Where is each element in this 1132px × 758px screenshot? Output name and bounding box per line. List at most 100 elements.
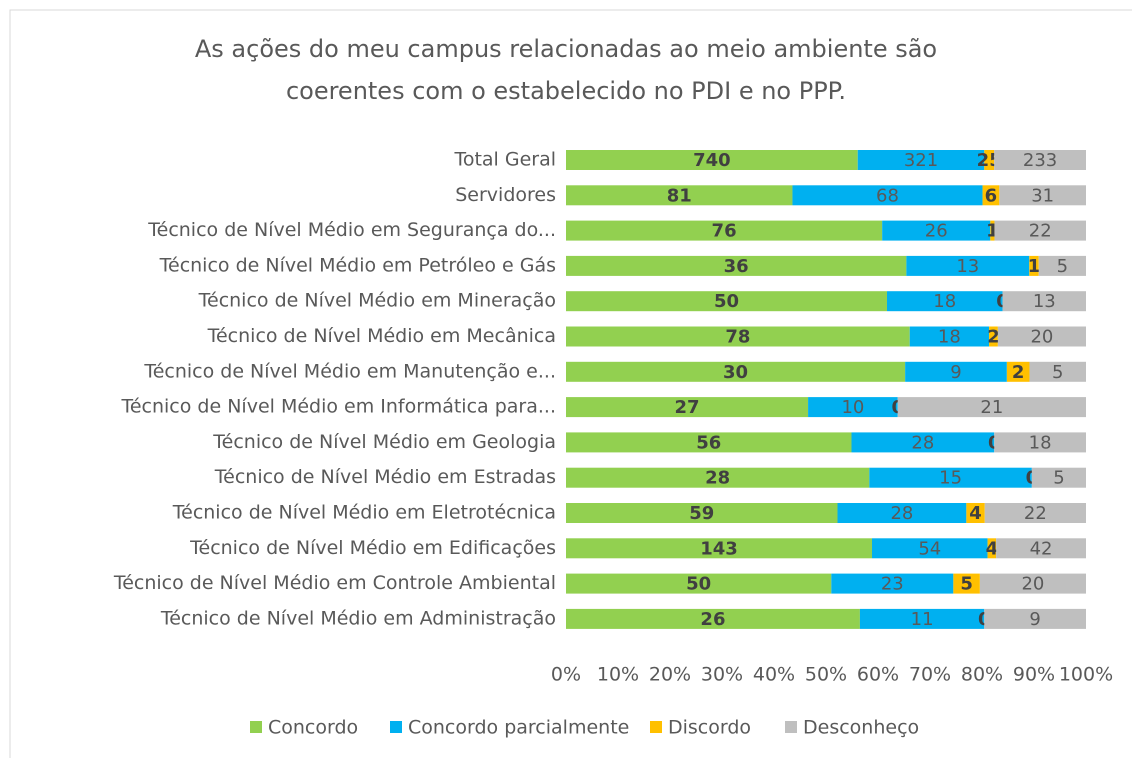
y-tick-label: Técnico de Nível Médio em Mineração (198, 290, 556, 312)
data-label: 26 (700, 609, 725, 630)
data-label: 20 (1030, 327, 1053, 348)
bar-segment (851, 432, 995, 453)
x-tick-label: 50% (805, 664, 847, 686)
legend-swatch (785, 721, 797, 733)
data-label: 10 (841, 397, 864, 418)
legend-swatch (250, 721, 262, 733)
x-tick-label: 70% (909, 664, 951, 686)
data-label: 81 (667, 185, 692, 206)
data-label: 9 (950, 362, 961, 383)
data-label: 5 (960, 574, 973, 595)
chart-title: As ações do meu campus relacionadas ao m… (195, 35, 937, 63)
legend-label: Discordo (668, 717, 751, 739)
bar-segment (566, 467, 870, 488)
bar-segment (1006, 361, 1030, 382)
data-label: 15 (939, 468, 962, 489)
bar-segment (882, 220, 991, 241)
chart-title: coerentes com o estabelecido no PDI e no… (286, 77, 846, 105)
y-tick-label: Técnico de Nível Médio em Informática pa… (120, 396, 556, 418)
data-label: 36 (724, 256, 749, 277)
y-tick-label: Técnico de Nível Médio em Estradas (214, 466, 556, 488)
bar-segment (984, 503, 1086, 523)
bar-segment (566, 361, 906, 382)
x-tick-label: 60% (857, 664, 899, 686)
data-label: 22 (1029, 221, 1052, 242)
bar-segment (994, 432, 1086, 453)
bar-segment (1029, 255, 1039, 276)
bar-segment (566, 150, 858, 170)
bar-segment (905, 361, 1007, 382)
legend-label: Concordo (268, 717, 358, 739)
x-tick-label: 10% (597, 664, 639, 686)
data-label: 30 (723, 362, 748, 383)
bar-segment (566, 185, 793, 206)
bar-segment (857, 150, 985, 170)
data-label: 42 (1030, 538, 1053, 559)
data-label: 23 (881, 574, 904, 595)
bar-segment (997, 326, 1086, 347)
data-label: 28 (705, 468, 730, 489)
bar-segment (869, 467, 1032, 488)
bar-segment (566, 503, 838, 523)
bar-segment (837, 503, 967, 523)
y-tick-label: Técnico de Nível Médio em Geologia (212, 431, 556, 453)
data-label: 6 (985, 185, 998, 206)
data-label: 21 (980, 397, 1003, 418)
x-tick-label: 20% (649, 664, 691, 686)
bar-segment (566, 326, 910, 347)
bar-segment (999, 185, 1086, 206)
data-label: 26 (925, 221, 948, 242)
y-tick-label: Servidores (455, 184, 556, 206)
data-label: 20 (1021, 574, 1044, 595)
data-label: 2 (1012, 362, 1025, 383)
y-tick-label: Técnico de Nível Médio em Eletrotécnica (172, 502, 556, 524)
bar-segment (906, 255, 1030, 276)
bar-segment (566, 220, 883, 241)
bar-segment (909, 326, 990, 347)
bar-segment (566, 291, 887, 312)
data-label: 50 (714, 291, 739, 312)
chart-border (9, 9, 1132, 758)
legend-label: Desconheço (803, 717, 919, 739)
bar-segment (982, 185, 1000, 206)
bar-segment (566, 432, 852, 453)
bar-segment (831, 573, 954, 594)
data-label: 18 (938, 327, 961, 348)
data-label: 18 (933, 291, 956, 312)
data-label: 2 (987, 327, 1000, 348)
bar-segment (566, 538, 873, 559)
bar-segment (984, 608, 1086, 629)
bar-segment (987, 538, 997, 559)
y-tick-label: Técnico de Nível Médio em Edificações (189, 537, 556, 559)
bar-segment (859, 608, 985, 629)
bar-segment (1031, 467, 1086, 488)
x-tick-label: 90% (1013, 664, 1055, 686)
x-tick-label: 0% (551, 664, 581, 686)
data-label: 4 (986, 538, 999, 559)
data-label: 28 (890, 503, 913, 524)
bar-segment (989, 326, 998, 347)
y-tick-label: Técnico de Nível Médio em Petróleo e Gás (159, 254, 556, 276)
data-label: 13 (956, 256, 979, 277)
bar-segment (994, 220, 1086, 241)
x-tick-label: 40% (753, 664, 795, 686)
bar-segment (990, 220, 995, 241)
bar-segment (996, 538, 1086, 559)
data-label: 31 (1031, 185, 1054, 206)
x-tick-label: 100% (1059, 664, 1113, 686)
bar-segment (872, 538, 988, 559)
bar-segment (1038, 255, 1086, 276)
y-tick-label: Técnico de Nível Médio em Mecânica (207, 325, 556, 347)
bar-segment (886, 291, 1003, 312)
data-label: 28 (911, 432, 934, 453)
data-label: 78 (725, 327, 750, 348)
data-label: 740 (693, 150, 731, 171)
data-label: 143 (700, 538, 738, 559)
data-label: 76 (712, 221, 737, 242)
data-label: 59 (689, 503, 714, 524)
data-label: 56 (696, 432, 721, 453)
bar-segment (994, 150, 1086, 170)
data-label: 68 (876, 185, 899, 206)
data-label: 5 (1052, 362, 1063, 383)
